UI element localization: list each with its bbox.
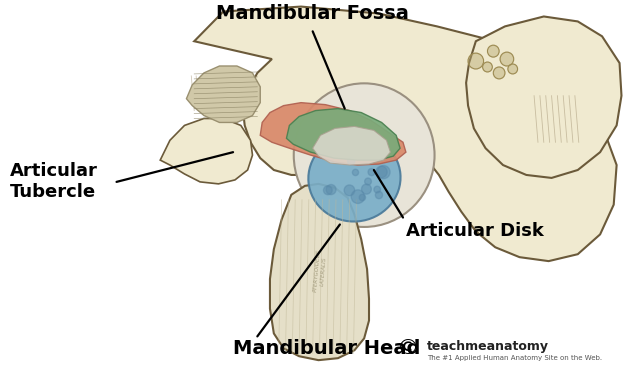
Polygon shape bbox=[195, 6, 616, 261]
Circle shape bbox=[352, 169, 359, 176]
Circle shape bbox=[347, 157, 355, 165]
Polygon shape bbox=[270, 184, 369, 360]
Polygon shape bbox=[313, 126, 390, 165]
Circle shape bbox=[365, 178, 372, 185]
Text: Articular
Tubercle: Articular Tubercle bbox=[10, 163, 98, 201]
Circle shape bbox=[374, 186, 381, 193]
Circle shape bbox=[508, 64, 517, 74]
Circle shape bbox=[376, 191, 383, 199]
Circle shape bbox=[493, 67, 505, 79]
Text: The #1 Applied Human Anatomy Site on the Web.: The #1 Applied Human Anatomy Site on the… bbox=[428, 355, 602, 361]
Ellipse shape bbox=[308, 134, 401, 222]
Circle shape bbox=[368, 169, 375, 176]
Polygon shape bbox=[160, 118, 252, 184]
Polygon shape bbox=[286, 108, 400, 160]
Circle shape bbox=[376, 166, 387, 178]
Circle shape bbox=[468, 53, 483, 69]
Circle shape bbox=[487, 45, 499, 57]
Polygon shape bbox=[260, 103, 406, 165]
Polygon shape bbox=[466, 17, 621, 178]
Circle shape bbox=[344, 185, 355, 196]
Circle shape bbox=[361, 184, 371, 194]
Text: Articular Disk: Articular Disk bbox=[406, 222, 544, 240]
Text: Mandibular Fossa: Mandibular Fossa bbox=[216, 5, 409, 23]
Circle shape bbox=[324, 186, 332, 195]
Ellipse shape bbox=[294, 83, 435, 227]
Circle shape bbox=[326, 184, 336, 195]
Text: teachmeanatomy: teachmeanatomy bbox=[428, 340, 550, 353]
Text: PTERYGOIDEUS
LATERALIS: PTERYGOIDEUS LATERALIS bbox=[313, 249, 327, 293]
Circle shape bbox=[360, 194, 365, 201]
Polygon shape bbox=[186, 66, 260, 122]
Circle shape bbox=[377, 166, 390, 179]
Circle shape bbox=[483, 62, 492, 72]
Circle shape bbox=[351, 190, 365, 203]
Text: Mandibular Head: Mandibular Head bbox=[233, 339, 421, 358]
Circle shape bbox=[500, 52, 514, 66]
Text: ©: © bbox=[397, 338, 419, 358]
